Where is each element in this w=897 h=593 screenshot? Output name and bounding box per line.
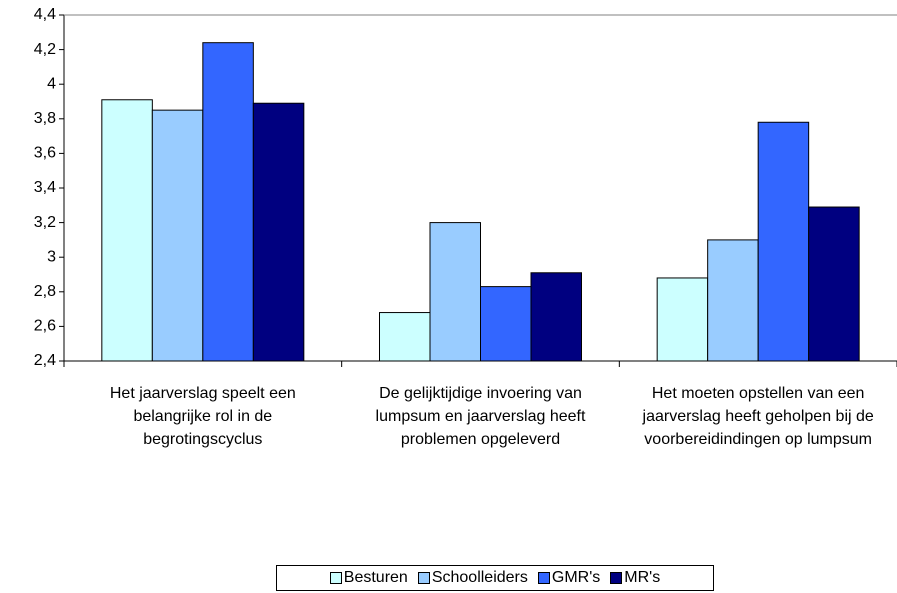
legend-swatch (417, 572, 430, 584)
bar (379, 312, 431, 362)
y-tick-label: 4,2 (34, 41, 56, 58)
y-tick-label: 3,8 (34, 110, 56, 127)
legend: Besturen Schoolleiders GMR's MR's (276, 565, 714, 591)
bar (151, 109, 204, 362)
legend-label: Besturen (343, 569, 408, 586)
x-tick-label: De gelijktijdige invoering van lumpsum e… (375, 385, 586, 448)
bar (656, 277, 709, 362)
bar (252, 102, 305, 362)
legend-item: MR's (610, 569, 660, 587)
legend-label: GMR's (551, 569, 601, 586)
y-tick-label: 3,2 (34, 214, 56, 231)
y-tick-label: 2,6 (34, 318, 56, 335)
y-tick-label: 3 (47, 248, 56, 265)
bar (202, 42, 254, 362)
legend-item: GMR's (537, 569, 601, 587)
legend-swatch (537, 572, 550, 584)
legend-label: Schoolleiders (431, 569, 528, 586)
y-tick-label: 2,4 (34, 352, 56, 369)
bar (707, 239, 759, 362)
y-tick-label: 3,6 (34, 145, 56, 162)
y-tick-label: 3,4 (34, 179, 56, 196)
bar (480, 286, 532, 362)
x-tick-label: Het moeten opstellen van een jaarverslag… (642, 385, 874, 448)
bar (757, 121, 810, 362)
y-tick-label: 4,4 (34, 6, 56, 23)
legend-label: MR's (624, 569, 661, 586)
bar (101, 99, 153, 362)
legend-item: Besturen (329, 569, 408, 587)
y-tick-label: 2,8 (34, 283, 56, 300)
y-tick-label: 4 (47, 75, 56, 92)
bar (530, 272, 582, 362)
legend-swatch (610, 572, 623, 584)
bar (429, 222, 481, 362)
legend-item: Schoolleiders (417, 569, 528, 587)
legend-swatch (329, 572, 342, 584)
x-tick-label: Het jaarverslag speelt een belangrijke r… (109, 385, 296, 448)
bar (808, 206, 860, 362)
